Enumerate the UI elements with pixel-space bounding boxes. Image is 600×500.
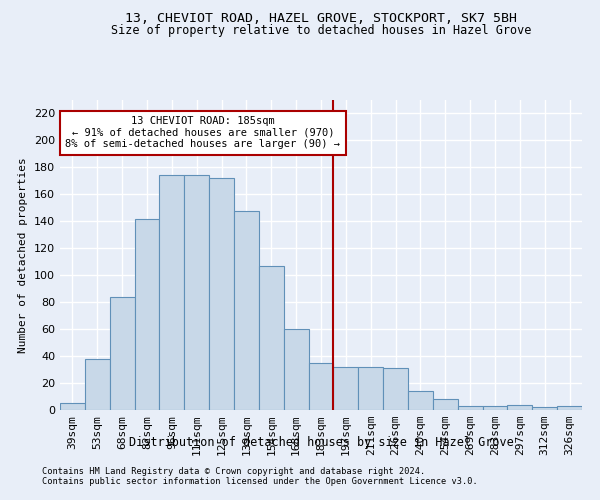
- Bar: [408, 391, 433, 410]
- Bar: [85, 359, 110, 410]
- Text: Distribution of detached houses by size in Hazel Grove: Distribution of detached houses by size …: [128, 436, 514, 449]
- Y-axis label: Number of detached properties: Number of detached properties: [19, 157, 28, 353]
- Text: Contains public sector information licensed under the Open Government Licence v3: Contains public sector information licen…: [42, 477, 478, 486]
- Bar: [358, 367, 383, 410]
- Bar: [433, 399, 458, 410]
- Bar: [557, 406, 582, 410]
- Bar: [532, 408, 557, 410]
- Bar: [60, 404, 85, 410]
- Bar: [160, 176, 184, 410]
- Bar: [482, 406, 508, 410]
- Text: 13, CHEVIOT ROAD, HAZEL GROVE, STOCKPORT, SK7 5BH: 13, CHEVIOT ROAD, HAZEL GROVE, STOCKPORT…: [125, 12, 517, 26]
- Bar: [383, 368, 408, 410]
- Text: Contains HM Land Registry data © Crown copyright and database right 2024.: Contains HM Land Registry data © Crown c…: [42, 467, 425, 476]
- Bar: [334, 367, 358, 410]
- Bar: [259, 266, 284, 410]
- Bar: [234, 210, 259, 410]
- Bar: [184, 176, 209, 410]
- Bar: [209, 178, 234, 410]
- Bar: [458, 406, 482, 410]
- Bar: [110, 297, 134, 410]
- Bar: [134, 218, 160, 410]
- Bar: [284, 329, 308, 410]
- Bar: [508, 404, 532, 410]
- Text: Size of property relative to detached houses in Hazel Grove: Size of property relative to detached ho…: [111, 24, 531, 37]
- Text: 13 CHEVIOT ROAD: 185sqm
← 91% of detached houses are smaller (970)
8% of semi-de: 13 CHEVIOT ROAD: 185sqm ← 91% of detache…: [65, 116, 340, 150]
- Bar: [308, 363, 334, 410]
